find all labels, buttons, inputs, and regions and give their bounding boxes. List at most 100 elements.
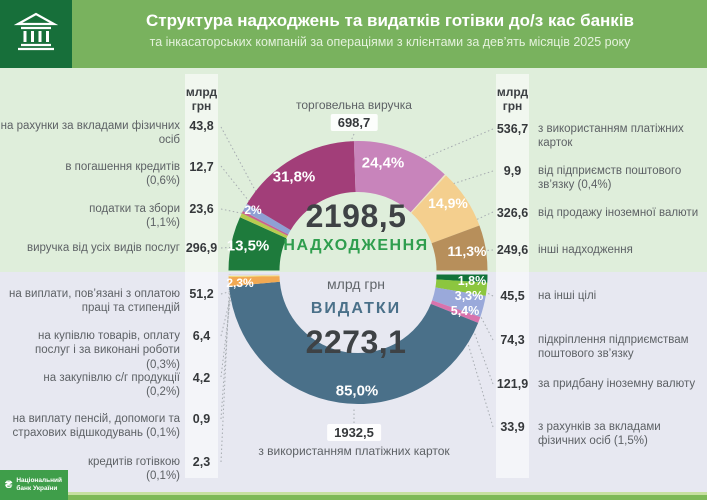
outflow-row-wages: на виплати, пов’язані з оплатою праці та… bbox=[0, 287, 218, 316]
row-label: на інші цілі bbox=[538, 290, 597, 302]
segment-percent-label: 24,4% bbox=[361, 154, 405, 172]
row-value: 45,5 bbox=[500, 289, 525, 303]
outflow-segment-1 bbox=[435, 279, 488, 296]
row-label: з рахунків за вкладами фізичних осіб (1,… bbox=[538, 421, 661, 448]
leader-line bbox=[220, 276, 234, 378]
row-label: від підприємств поштового зв’язку (0,4%) bbox=[538, 165, 682, 192]
bottom-annotation-label: з використанням платіжних карток bbox=[258, 444, 450, 458]
inflow-title: НАДХОДЖЕННЯ bbox=[283, 237, 429, 254]
outflow-segment-2 bbox=[431, 286, 486, 318]
row-label: на рахунки за вкладами фізичних осіб bbox=[0, 120, 180, 147]
inflow-row-deposits: на рахунки за вкладами фізичних осіб 43,… bbox=[0, 119, 218, 148]
row-label: податки та збори (1,1%) bbox=[89, 203, 180, 230]
inflow-row-postal: 9,9 від підприємств поштового зв’язку (0… bbox=[496, 164, 707, 193]
leader-line bbox=[414, 128, 494, 163]
nbu-brand-text: Національний банк України bbox=[16, 476, 63, 492]
row-label: на виплати, пов’язані з оплатою праці та… bbox=[8, 288, 180, 315]
right-unit-header: млрд грн bbox=[496, 85, 529, 113]
leader-line bbox=[220, 275, 232, 420]
row-label: від продажу іноземної валюти bbox=[538, 207, 699, 219]
center-unit: млрд грн bbox=[327, 276, 385, 292]
segment-percent-label: 31,8% bbox=[272, 168, 316, 186]
segment-percent-label: 1,8% bbox=[457, 274, 487, 288]
left-unit-header: млрд грн bbox=[185, 85, 218, 113]
row-value: 296,9 bbox=[185, 241, 218, 255]
nbu-emblem-icon: ₴ bbox=[5, 478, 13, 491]
outflow-title: ВИДАТКИ bbox=[310, 300, 402, 317]
row-label: виручка від усіх видів послуг bbox=[27, 242, 180, 254]
outflow-total: 2273,1 bbox=[305, 324, 407, 360]
row-value: 249,6 bbox=[496, 243, 529, 257]
segment-percent-label: 85,0% bbox=[335, 382, 379, 400]
top-annotation-label: торговельна виручка bbox=[296, 98, 412, 112]
segment-percent-label: 2,3% bbox=[226, 276, 254, 290]
segment-percent-label: 5,4% bbox=[450, 304, 480, 318]
row-value: 51,2 bbox=[189, 287, 214, 301]
row-value: 2,3 bbox=[192, 455, 211, 469]
inflow-segment-3 bbox=[242, 203, 291, 235]
inflow-segment-5 bbox=[353, 141, 445, 213]
inflow-segment-2 bbox=[241, 211, 289, 236]
inflow-row-other: 249,6 інші надходження bbox=[496, 243, 707, 257]
inflow-segment-7 bbox=[410, 175, 480, 245]
inflow-segment-0 bbox=[228, 217, 287, 272]
outflow-segment-4 bbox=[229, 280, 479, 404]
row-value: 6,4 bbox=[192, 329, 211, 343]
row-label: на закупівлю с/г продукції (0,2%) bbox=[43, 372, 180, 399]
bottom-annotation-value: 1932,5 bbox=[327, 424, 381, 441]
outflow-row-agriculture: на закупівлю с/г продукції (0,2%) 4,2 bbox=[0, 371, 218, 400]
inflow-row-services: виручка від усіх видів послуг 296,9 bbox=[0, 241, 218, 255]
row-value: 33,9 bbox=[500, 420, 525, 434]
outflow-row-postal-support: 74,3 підкріплення підприємствам поштовог… bbox=[496, 333, 707, 362]
row-value: 43,8 bbox=[189, 119, 214, 133]
segment-percent-label: 2% bbox=[244, 203, 262, 217]
page-subtitle: та інкасаторських компаній за операціями… bbox=[149, 35, 631, 49]
outflow-row-deposits: 33,9 з рахунків за вкладами фізичних осі… bbox=[496, 420, 707, 449]
row-label: на купівлю товарів, оплату послуг і за в… bbox=[35, 330, 180, 371]
row-label: в погашення кредитів (0,6%) bbox=[65, 161, 180, 188]
leader-line bbox=[466, 211, 494, 225]
inflow-row-loan-repayment: в погашення кредитів (0,6%) 12,7 bbox=[0, 160, 218, 189]
row-value: 74,3 bbox=[500, 333, 525, 347]
footer-bar bbox=[0, 492, 707, 500]
row-value: 4,2 bbox=[192, 371, 211, 385]
leader-line bbox=[220, 246, 239, 249]
row-value: 12,7 bbox=[189, 160, 214, 174]
row-value: 121,9 bbox=[496, 377, 529, 391]
bank-logo bbox=[0, 0, 72, 68]
outflow-row-fx-purchase: 121,9 за придбану іноземну валюту bbox=[496, 377, 707, 391]
inflow-row-fx-sale: 326,6 від продажу іноземної валюти bbox=[496, 206, 707, 220]
row-label: кредитів готівкою (0,1%) bbox=[87, 456, 180, 483]
leader-line bbox=[220, 165, 257, 211]
bank-icon bbox=[13, 11, 59, 58]
segment-percent-label: 11,3% bbox=[447, 243, 487, 259]
page-title: Структура надходжень та видатків готівки… bbox=[146, 11, 634, 30]
row-label: з використанням платіжних карток bbox=[538, 123, 684, 150]
nbu-brand-block: ₴ Національний банк України bbox=[0, 470, 68, 500]
inflow-row-cards: 536,7 з використанням платіжних карток bbox=[496, 122, 707, 151]
right-values-strip bbox=[496, 74, 529, 478]
leader-line bbox=[220, 273, 231, 463]
row-label: підкріплення підприємствам поштового зв’… bbox=[538, 334, 689, 361]
inflow-total: 2198,5 bbox=[305, 198, 407, 234]
segment-percent-label: 14,9% bbox=[428, 195, 468, 211]
inflow-row-taxes: податки та збори (1,1%) 23,6 bbox=[0, 202, 218, 231]
outflow-row-cash-loans: кредитів готівкою (0,1%) 2,3 bbox=[0, 455, 218, 484]
row-value: 326,6 bbox=[496, 206, 529, 220]
left-values-strip bbox=[185, 74, 218, 478]
outflow-row-other: 45,5 на інші цілі bbox=[496, 289, 707, 303]
outflow-row-goods: на купівлю товарів, оплату послуг і за в… bbox=[0, 329, 218, 372]
row-label: інші надходження bbox=[538, 244, 633, 256]
segment-percent-label: 3,3% bbox=[454, 289, 484, 303]
inflow-segment-1 bbox=[239, 213, 288, 239]
row-value: 0,9 bbox=[192, 412, 211, 426]
row-value: 536,7 bbox=[496, 122, 529, 136]
inflow-segment-6 bbox=[410, 174, 446, 214]
inflow-segment-8 bbox=[431, 225, 488, 272]
segment-percent-label: 13,5% bbox=[226, 237, 270, 255]
row-value: 9,9 bbox=[503, 164, 522, 178]
outflow-row-pensions: на виплату пенсій, допомоги та страхових… bbox=[0, 412, 218, 441]
outflow-segment-3 bbox=[430, 300, 481, 323]
